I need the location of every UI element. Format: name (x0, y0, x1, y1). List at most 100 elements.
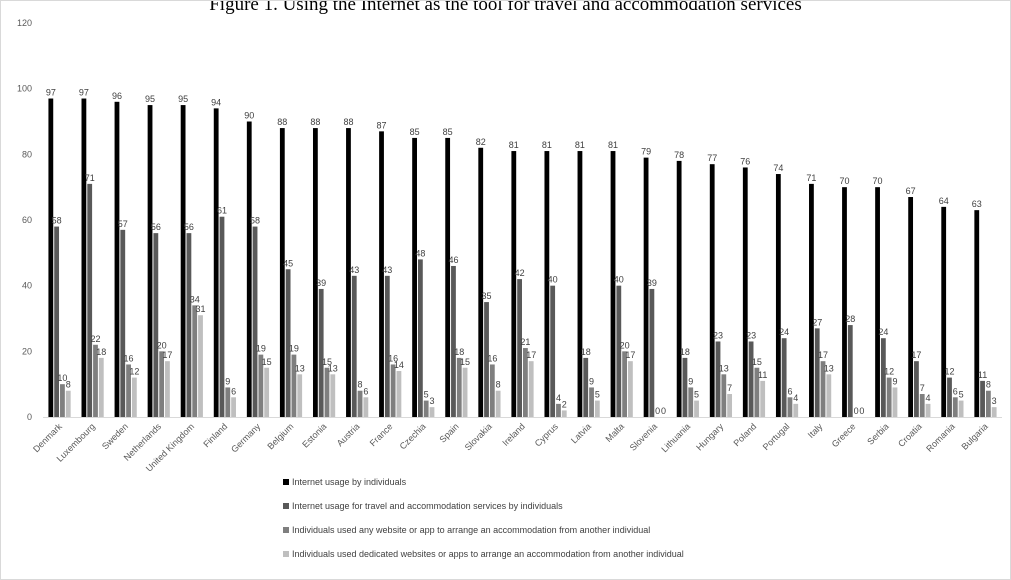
x-tick-label: Italy (806, 421, 825, 440)
bar (694, 400, 699, 417)
data-label: 67 (906, 186, 916, 196)
data-label: 88 (310, 117, 320, 127)
bar (98, 357, 104, 417)
data-label: 0 (661, 406, 666, 416)
bar (760, 380, 766, 417)
x-tick-label: Belgium (265, 421, 295, 451)
bar (925, 403, 931, 417)
bar (892, 387, 898, 417)
data-label: 71 (85, 173, 95, 183)
x-tick-label: Austria (335, 421, 362, 448)
bar (312, 128, 318, 417)
data-label: 94 (211, 97, 221, 107)
data-label: 70 (873, 176, 883, 186)
bar (357, 390, 363, 417)
data-label: 82 (476, 137, 486, 147)
data-label: 87 (377, 120, 387, 130)
data-label: 34 (190, 294, 200, 304)
bar (379, 131, 384, 417)
bar (847, 325, 853, 417)
data-label: 58 (52, 216, 62, 226)
legend-swatch (283, 503, 289, 509)
bar (60, 384, 65, 417)
bar (709, 164, 715, 417)
x-tick-label: Estonia (300, 421, 328, 449)
data-label: 5 (595, 390, 600, 400)
bar (390, 364, 396, 417)
data-label: 9 (892, 376, 897, 386)
data-label: 2 (562, 399, 567, 409)
y-tick-label: 20 (22, 346, 32, 356)
data-label: 28 (845, 314, 855, 324)
data-label: 8 (66, 380, 71, 390)
x-tick-label: Finland (201, 421, 229, 449)
data-label: 6 (953, 386, 958, 396)
legend-label: Individuals used any website or app to a… (292, 525, 650, 535)
bar (754, 367, 760, 417)
bar (246, 121, 252, 417)
bar (721, 374, 727, 417)
data-label: 3 (429, 396, 434, 406)
data-label: 18 (454, 347, 464, 357)
x-tick-label: Croatia (896, 421, 924, 449)
bar (231, 397, 236, 417)
data-label: 96 (112, 91, 122, 101)
bar (65, 390, 71, 417)
bar (213, 108, 219, 418)
data-label: 10 (57, 373, 67, 383)
bar (324, 367, 330, 417)
bar (153, 233, 159, 417)
x-tick-label: Slovakia (463, 421, 494, 452)
x-tick-label: Serbia (865, 421, 890, 446)
x-tick-label: Slovenia (628, 421, 659, 452)
x-tick-label: Hungary (694, 421, 725, 452)
bar (980, 380, 985, 417)
bar (561, 410, 567, 417)
bar (594, 400, 600, 417)
bar (880, 338, 886, 417)
bar (114, 101, 120, 418)
bar (511, 151, 517, 418)
data-label: 56 (151, 222, 161, 232)
bar (688, 387, 694, 417)
x-tick-label: Czechia (398, 421, 428, 451)
data-label: 6 (787, 386, 792, 396)
data-label: 6 (231, 386, 236, 396)
bar (991, 407, 997, 417)
bar (523, 348, 528, 417)
bar (186, 233, 192, 417)
legend-swatch (283, 479, 289, 485)
x-tick-label: Romania (924, 421, 957, 454)
data-label: 97 (79, 88, 89, 98)
bar (787, 397, 793, 417)
x-tick-label: France (368, 421, 395, 448)
data-label: 85 (443, 127, 453, 137)
bar (886, 377, 892, 417)
x-tick-label: Greece (830, 421, 858, 449)
bar (842, 187, 847, 417)
data-label: 45 (283, 258, 293, 268)
data-label: 48 (415, 248, 425, 258)
data-label: 16 (388, 353, 398, 363)
data-label: 81 (509, 140, 519, 150)
legend: Internet usage by individuals Internet us… (283, 477, 684, 559)
bar (610, 151, 616, 418)
data-label: 70 (839, 176, 849, 186)
data-label: 16 (487, 353, 497, 363)
x-tick-label: Lithuania (659, 421, 692, 454)
bar (809, 183, 814, 417)
data-label: 81 (575, 140, 585, 150)
data-label: 43 (382, 265, 392, 275)
bar (528, 361, 534, 417)
data-label: 85 (410, 127, 420, 137)
bar (484, 302, 489, 417)
data-label: 13 (328, 363, 338, 373)
chart-title: Figure 1. Using the Internet as the tool… (209, 0, 802, 15)
bar (814, 328, 820, 417)
bar (947, 377, 952, 417)
bar (165, 361, 170, 417)
bar (159, 351, 165, 417)
x-tick-label: Cyprus (533, 421, 561, 449)
data-label: 5 (959, 390, 964, 400)
